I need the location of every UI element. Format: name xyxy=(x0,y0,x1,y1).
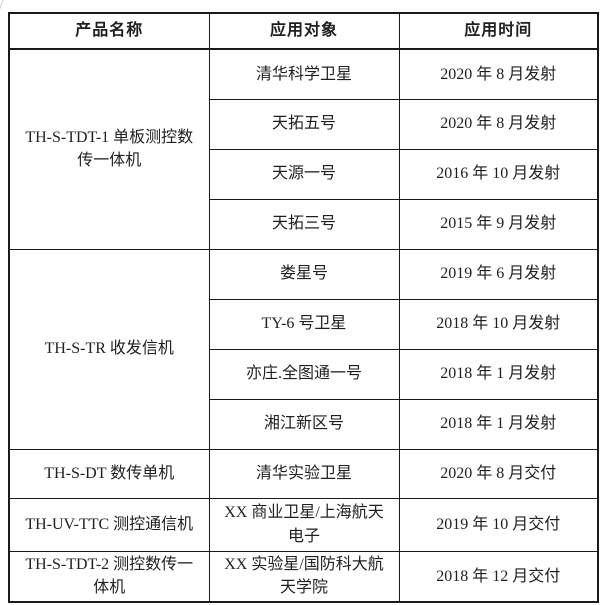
application-target-cell: 湘江新区号 xyxy=(208,398,400,450)
application-time-cell: 2018 年 12 月交付 xyxy=(398,550,599,603)
product-application-table: 产品名称 应用对象 应用时间 TH-S-TDT-1 单板测控数传一体机 清华科学… xyxy=(8,12,599,603)
product-name-cell: TH-S-TDT-1 单板测控数传一体机 xyxy=(8,48,210,250)
col-header-product-name: 产品名称 xyxy=(8,12,210,50)
application-time-cell: 2019 年 6 月发射 xyxy=(398,248,599,300)
application-target-cell: 天拓三号 xyxy=(208,198,400,250)
product-name-cell: TH-S-TR 收发信机 xyxy=(8,248,210,450)
table-row: TH-S-TDT-2 测控数传一体机 XX 实验星/国防科大航天学院 2018 … xyxy=(8,550,599,603)
table-row: 天源一号 2016 年 10 月发射 xyxy=(9,148,599,200)
table-row: 天拓五号 2020 年 8 月发射 xyxy=(9,98,599,150)
application-target-cell: 天拓五号 xyxy=(208,98,400,150)
application-time-cell: 2018 年 1 月发射 xyxy=(398,348,599,400)
application-target-cell: 天源一号 xyxy=(208,148,400,200)
table-row: TH-UV-TTC 测控通信机 XX 商业卫星/上海航天电子 2019 年 10… xyxy=(8,497,599,552)
application-time-cell: 2015 年 9 月发射 xyxy=(398,198,599,250)
application-target-cell: TY-6 号卫星 xyxy=(208,298,400,350)
application-time-cell: 2020 年 8 月发射 xyxy=(398,98,599,150)
application-target-cell: 清华实验卫星 xyxy=(208,448,400,499)
application-time-cell: 2016 年 10 月发射 xyxy=(398,148,599,200)
application-time-cell: 2020 年 8 月交付 xyxy=(398,448,599,499)
application-time-cell: 2018 年 10 月发射 xyxy=(398,298,599,350)
col-header-application-target: 应用对象 xyxy=(208,12,400,50)
application-target-cell: 清华科学卫星 xyxy=(208,48,400,100)
application-time-cell: 2020 年 8 月发射 xyxy=(398,48,599,100)
table-row: 湘江新区号 2018 年 1 月发射 xyxy=(9,398,599,450)
application-target-cell: 娄星号 xyxy=(208,248,400,300)
product-name-cell: TH-S-TDT-2 测控数传一体机 xyxy=(8,550,210,603)
application-target-cell: XX 实验星/国防科大航天学院 xyxy=(208,550,400,603)
product-name-cell: TH-S-DT 数传单机 xyxy=(8,448,210,499)
table-body: TH-S-TDT-1 单板测控数传一体机 清华科学卫星 2020 年 8 月发射… xyxy=(8,48,599,603)
application-time-cell: 2019 年 10 月交付 xyxy=(398,497,599,552)
col-header-application-time: 应用时间 xyxy=(398,12,599,50)
table-header: 产品名称 应用对象 应用时间 xyxy=(8,12,599,50)
table-row: TH-S-TDT-1 单板测控数传一体机 清华科学卫星 2020 年 8 月发射 xyxy=(8,48,599,250)
application-target-cell: XX 商业卫星/上海航天电子 xyxy=(208,497,400,552)
table-row: TY-6 号卫星 2018 年 10 月发射 xyxy=(9,298,599,350)
application-time-cell: 2018 年 1 月发射 xyxy=(398,398,599,450)
product-name-cell: TH-UV-TTC 测控通信机 xyxy=(8,497,210,552)
application-target-cell: 亦庄.全图通一号 xyxy=(208,348,400,400)
table-row: 天拓三号 2015 年 9 月发射 xyxy=(9,198,599,250)
header-row: 产品名称 应用对象 应用时间 xyxy=(8,12,599,50)
table-row: 亦庄.全图通一号 2018 年 1 月发射 xyxy=(9,348,599,400)
scan-artifact xyxy=(0,0,10,9)
table-row: TH-S-DT 数传单机 清华实验卫星 2020 年 8 月交付 xyxy=(8,448,599,499)
table-row: TH-S-TR 收发信机 娄星号 2019 年 6 月发射 xyxy=(8,248,599,450)
